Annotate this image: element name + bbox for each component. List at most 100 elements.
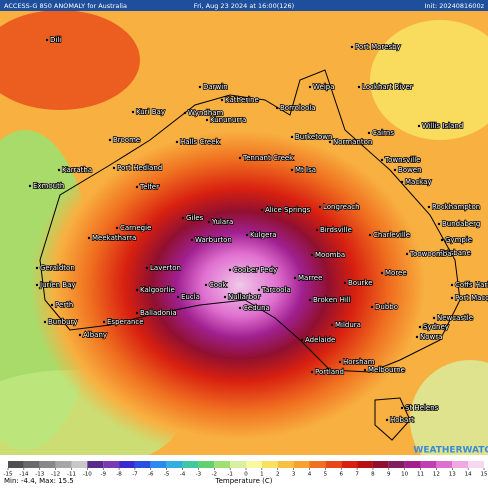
place-dot [275,106,279,110]
place-dot [78,333,82,337]
colorbar-swatch [420,461,437,468]
place-dot [368,233,372,237]
place-dot [427,205,431,209]
place-dot [207,220,211,224]
place-dot [135,311,139,315]
place-dot [418,325,422,329]
place-dot [245,233,249,237]
place-dot [57,168,61,172]
colorbar-swatch [404,461,421,468]
place-label: Dili [50,36,61,44]
place-dot [367,131,371,135]
colorbar-swatch [230,461,246,468]
place-dot [310,370,314,374]
place-dot [260,208,264,212]
colorbar-tick-label: -9 [100,472,106,478]
place-dot [380,271,384,275]
place-label: Marree [298,274,322,282]
place-label: Eucla [181,293,200,301]
place-label: Sydney [423,323,449,331]
place-dot [115,226,119,230]
place-dot [450,283,454,287]
place-dot [175,140,179,144]
colorbar-tick-label: 7 [355,472,359,478]
place-label: Kulgera [250,231,277,239]
colorbar-tick-label: 3 [292,472,296,478]
place-label: Mt Isa [295,166,316,174]
place-label: Esperance [107,318,144,326]
colorbar-swatch [261,461,278,468]
colorbar-swatch [8,461,24,468]
place-label: Coober Pedy [233,266,277,274]
colorbar-swatch [103,461,120,468]
place-label: Halls Creek [180,138,221,146]
place-label: Meekatharra [92,234,136,242]
cool-area [410,360,488,480]
place-label: Normanton [333,138,372,146]
place-label: Coffs Harbour [455,281,488,289]
place-label: Carnegie [120,224,151,232]
place-dot [43,320,47,324]
place-dot [238,156,242,160]
place-label: Ceduna [243,304,270,312]
place-dot [50,303,54,307]
place-label: Mackay [405,178,432,186]
place-dot [437,222,441,226]
colorbar-tick-label: 2 [276,472,280,478]
place-dot [330,323,334,327]
place-dot [45,38,49,42]
place-dot [204,283,208,287]
colorbar-swatch [182,461,199,468]
place-label: Charleville [373,231,410,239]
place-dot [308,85,312,89]
place-dot [405,252,409,256]
colorbar-swatch [325,461,342,468]
place-dot [400,180,404,184]
colorbar-tick-label: -1 [227,472,232,478]
place-label: Tarcoola [261,286,291,294]
place-dot [290,168,294,172]
place-label: Kalgoorlie [140,286,175,294]
place-label: Moree [385,269,407,277]
colorbar-swatch [87,461,104,468]
place-label: Perth [55,301,73,309]
colorbar-tick-label: -14 [19,472,28,478]
place-label: Lockhart River [362,83,413,91]
place-label: Mildura [335,321,361,329]
colorbar-tick-label: -4 [180,472,186,478]
place-dot [343,281,347,285]
colorbar-tick-label: 8 [371,472,375,478]
place-label: Port Macquarie [455,294,488,302]
coastline [374,397,411,441]
colorbar-tick-label: 12 [433,472,440,478]
place-label: Bundaberg [442,220,480,228]
place-label: Cairns [372,129,394,137]
colorbar-swatch [372,461,389,468]
colorbar-tick-label: -2 [212,472,217,478]
place-dot [328,140,332,144]
place-dot [293,276,297,280]
place-label: Horsham [343,358,375,366]
warm-area [370,20,488,140]
place-label: Broome [113,136,140,144]
colorbar-swatch [293,461,310,468]
colorbar-swatch [246,461,262,468]
place-dot [183,111,187,115]
coastline [39,69,461,373]
place-dot [350,45,354,49]
header-init: Init: 2024081600z [425,2,485,10]
place-dot [135,288,139,292]
place-label: Toowoomba [409,250,452,258]
place-label: Alice Springs [265,206,311,214]
footer [0,455,488,487]
colorbar-tick-label: -13 [35,472,44,478]
colorbar-swatch [436,461,453,468]
place-dot [198,85,202,89]
place-label: Exmouth [33,182,64,190]
place-dot [228,268,232,272]
colorbar-swatch [55,461,72,468]
place-dot [308,298,312,302]
place-dot [435,251,439,255]
colorbar-tick-label: 10 [401,472,408,478]
place-dot [393,168,397,172]
